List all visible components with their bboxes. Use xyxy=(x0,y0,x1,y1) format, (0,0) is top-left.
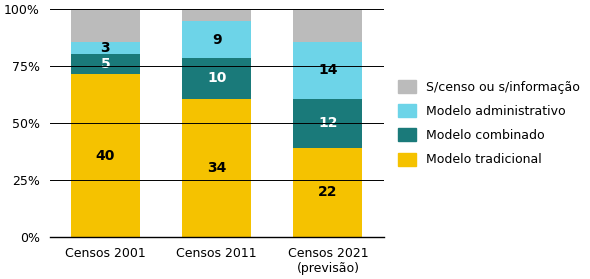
Bar xyxy=(182,9,251,21)
Text: 3: 3 xyxy=(101,41,110,55)
Text: 10: 10 xyxy=(207,71,227,85)
Text: 5: 5 xyxy=(100,57,110,71)
Bar xyxy=(293,99,362,148)
Bar xyxy=(293,9,362,42)
Bar xyxy=(182,58,251,99)
Text: 34: 34 xyxy=(207,161,227,175)
Text: 22: 22 xyxy=(318,185,337,199)
Text: 9: 9 xyxy=(212,33,221,47)
Text: 12: 12 xyxy=(318,116,337,130)
Bar xyxy=(71,9,140,42)
Bar xyxy=(182,21,251,58)
Legend: S/censo ou s/informação, Modelo administrativo, Modelo combinado, Modelo tradici: S/censo ou s/informação, Modelo administ… xyxy=(393,75,585,171)
Bar xyxy=(293,42,362,99)
Text: 14: 14 xyxy=(318,63,337,77)
Bar xyxy=(71,42,140,54)
Bar xyxy=(182,99,251,237)
Bar xyxy=(293,148,362,237)
Text: 40: 40 xyxy=(96,149,115,163)
Bar xyxy=(71,54,140,74)
Bar xyxy=(71,74,140,237)
